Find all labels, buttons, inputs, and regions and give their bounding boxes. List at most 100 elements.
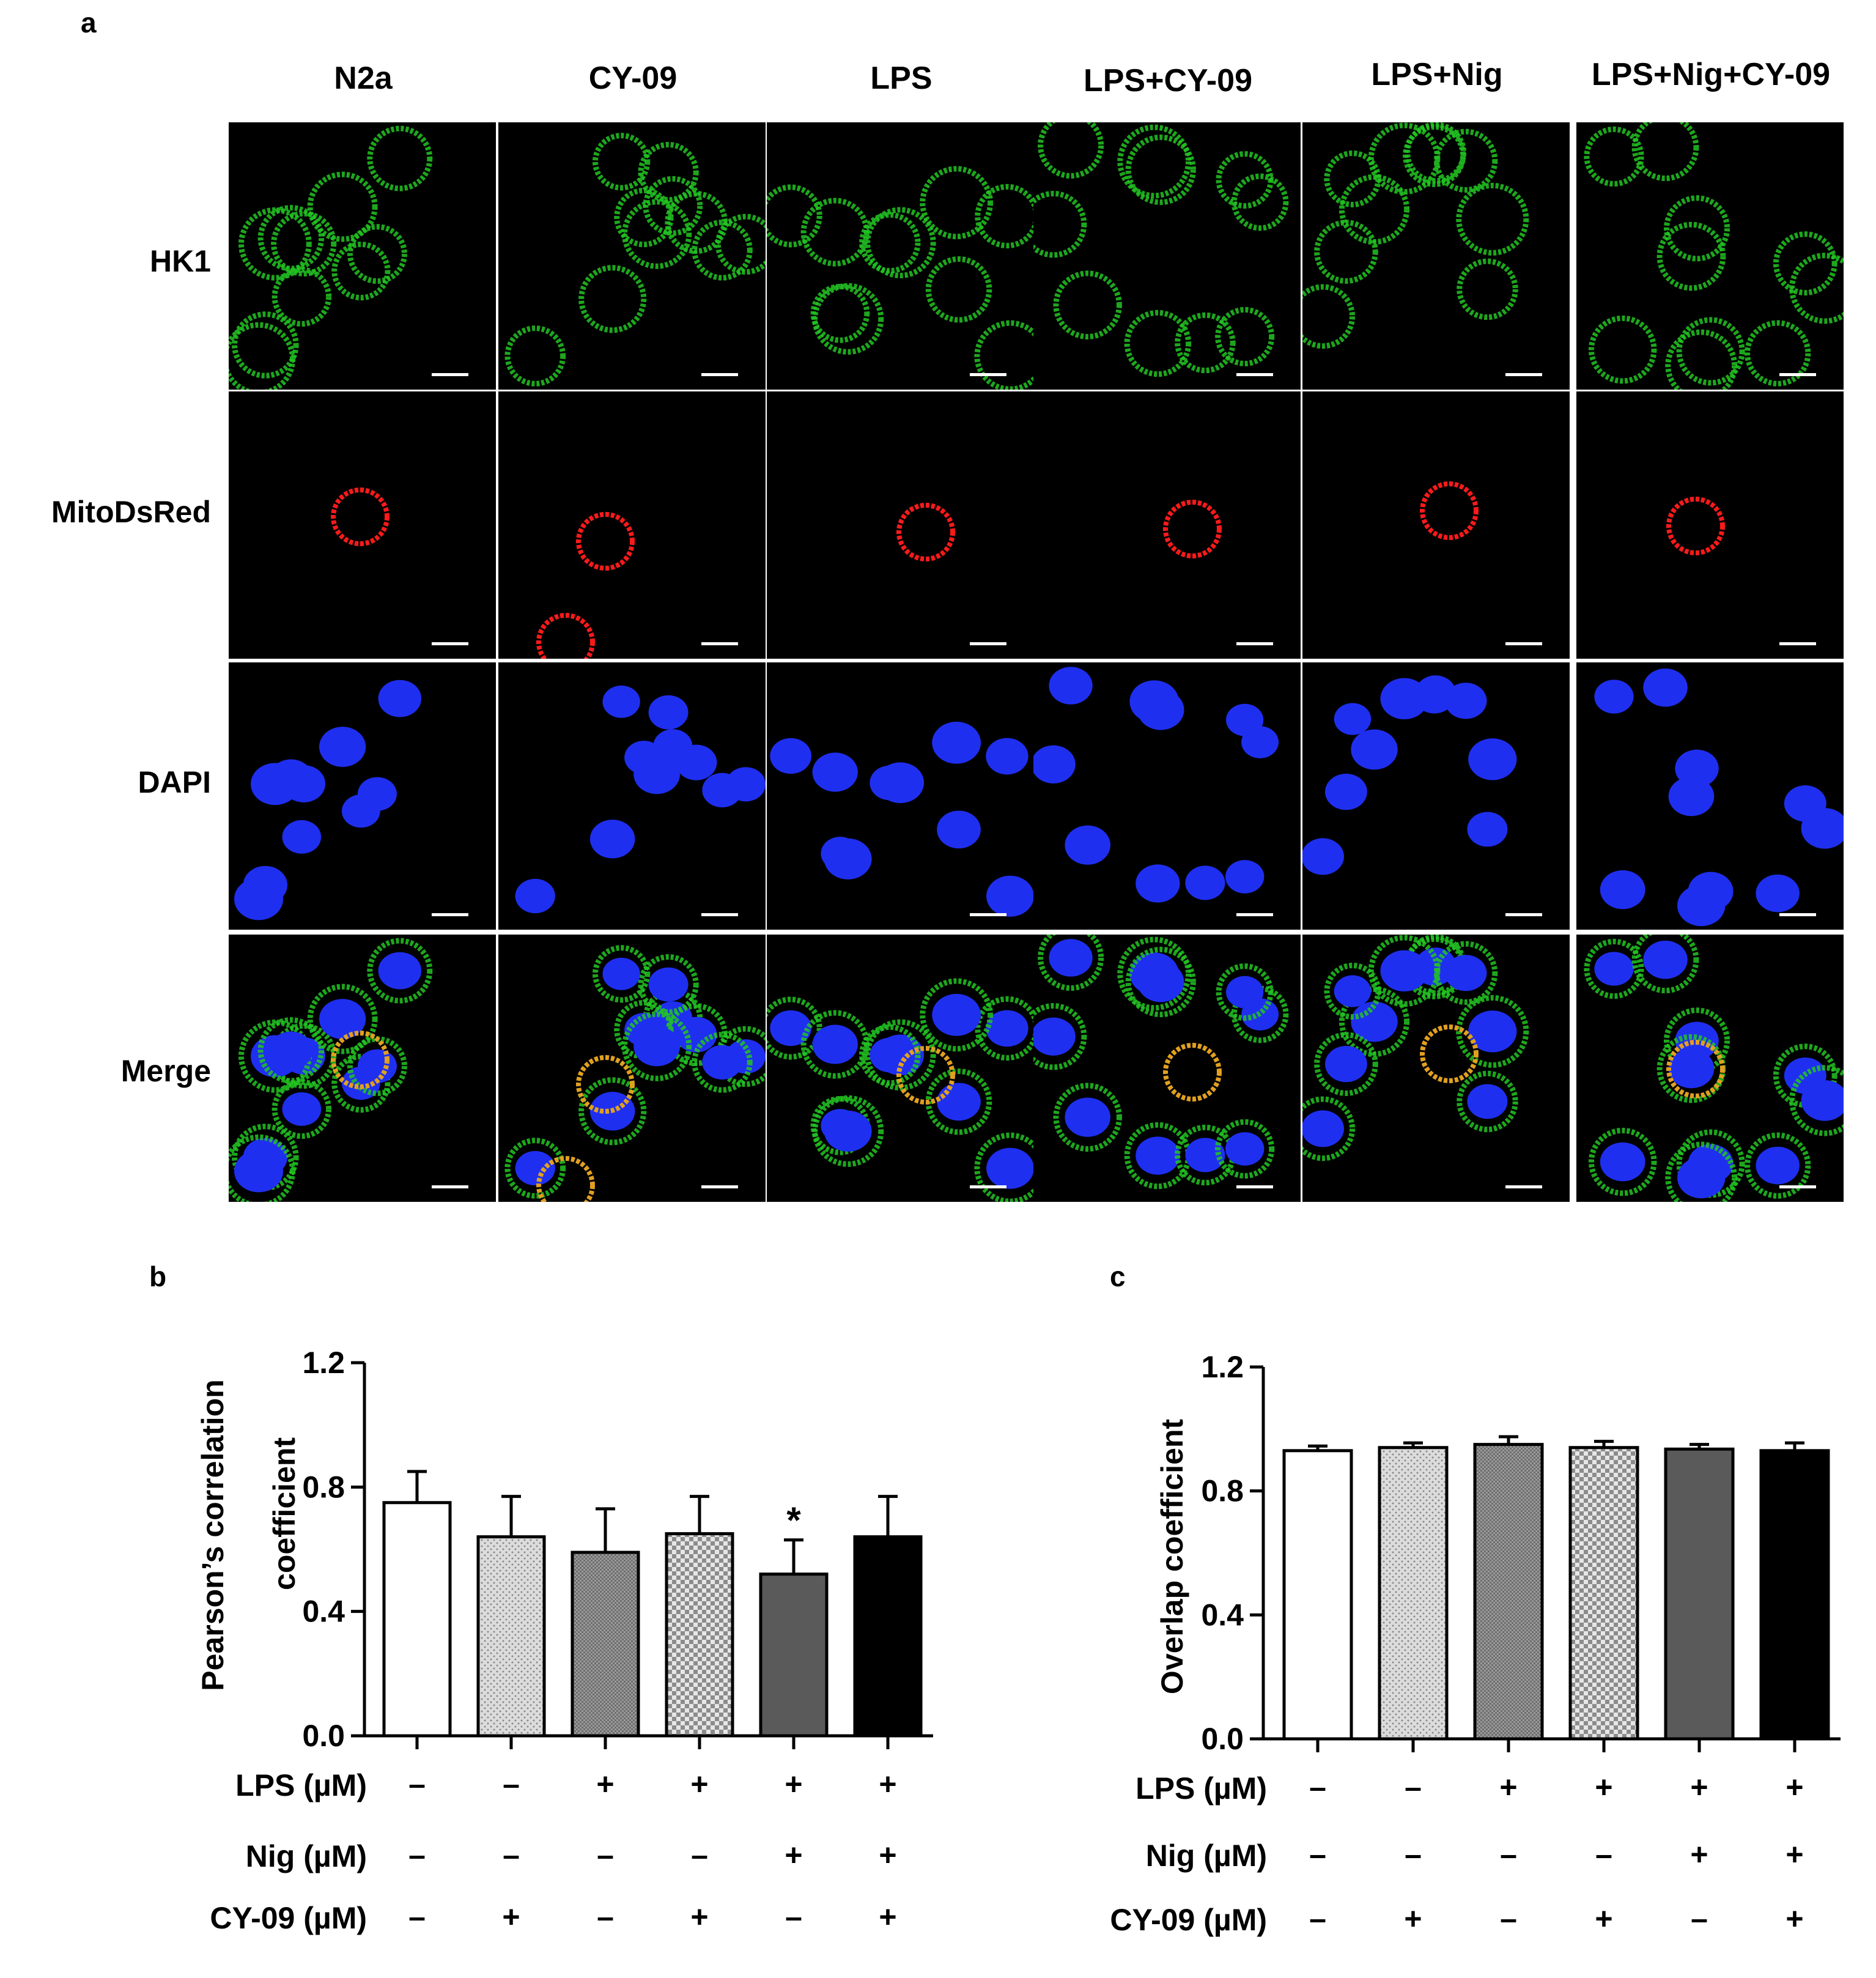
condition-label: CY-09 (µM): [1110, 1903, 1267, 1937]
condition-sign: –: [503, 1767, 520, 1801]
bar: [1568, 1446, 1639, 1741]
condition-sign: +: [785, 1767, 803, 1801]
scale-bar: [1236, 373, 1273, 376]
micrograph-tile: [229, 122, 496, 390]
condition-sign: –: [597, 1900, 614, 1934]
condition-sign: –: [1405, 1770, 1422, 1804]
bar: [665, 1532, 734, 1738]
panel-a-letter: a: [81, 7, 97, 39]
condition-sign: +: [1404, 1902, 1422, 1936]
condition-sign: +: [879, 1838, 897, 1872]
scale-bar: [701, 913, 738, 916]
scale-bar: [1505, 642, 1542, 645]
micrograph-tile: [498, 935, 766, 1202]
y-tick-label: 0.8: [1201, 1474, 1244, 1508]
micrograph-tile: [767, 391, 1034, 659]
condition-sign: –: [1500, 1837, 1517, 1872]
condition-sign: +: [1786, 1837, 1804, 1872]
row-header: Merge: [120, 1054, 211, 1088]
column-header: LPS: [870, 61, 932, 96]
row-header: DAPI: [138, 765, 211, 799]
micrograph-tile: [498, 391, 766, 659]
condition-sign: –: [691, 1838, 708, 1872]
chart-c-ylabel: Overlap coefficient: [1155, 1418, 1189, 1695]
panel-c-letter: c: [1110, 1261, 1126, 1292]
condition-label: Nig (µM): [245, 1839, 367, 1873]
micrograph-tile: [498, 122, 766, 390]
scale-bar: [970, 642, 1006, 645]
micrograph-tile: [498, 662, 766, 930]
row-header: MitoDsRed: [51, 495, 211, 529]
y-tick-label: 0.0: [302, 1719, 345, 1753]
condition-sign: +: [1786, 1770, 1804, 1804]
row-header: HK1: [149, 244, 211, 278]
condition-sign: –: [1405, 1837, 1422, 1872]
bar: [759, 1572, 829, 1738]
micrograph-tile: [1033, 391, 1301, 659]
condition-sign: +: [690, 1900, 709, 1934]
bar: [1282, 1449, 1353, 1741]
scale-bar: [1779, 1185, 1816, 1188]
micrograph-tile: [1033, 662, 1301, 930]
condition-sign: –: [785, 1900, 802, 1934]
condition-sign: –: [408, 1900, 426, 1934]
scale-bar: [970, 1185, 1006, 1188]
column-header: LPS+Nig+CY-09: [1591, 57, 1831, 92]
y-tick-label: 0.4: [1201, 1598, 1244, 1632]
micrograph-tile: [1576, 391, 1844, 659]
condition-sign: +: [879, 1900, 897, 1934]
bar: [1664, 1447, 1735, 1741]
condition-label: LPS (µM): [235, 1768, 367, 1802]
condition-sign: –: [1691, 1902, 1708, 1936]
panel-b-letter: b: [149, 1261, 167, 1292]
scale-bar: [1236, 913, 1273, 916]
condition-sign: –: [1595, 1837, 1612, 1872]
bar: [382, 1501, 452, 1738]
scale-bar: [701, 1185, 738, 1188]
column-header: CY-09: [588, 61, 678, 96]
scale-bar: [701, 642, 738, 645]
micrograph-tile: [1302, 122, 1570, 390]
micrograph-tile: [1033, 122, 1301, 390]
bar: [1759, 1449, 1830, 1741]
bar: [476, 1535, 546, 1738]
scale-bar: [1779, 373, 1816, 376]
micrograph-tile: [1576, 122, 1844, 390]
scale-bar: [701, 373, 738, 376]
micrograph-tile: [1576, 935, 1844, 1202]
condition-label: LPS (µM): [1136, 1771, 1267, 1806]
micrograph-tile: [229, 662, 496, 930]
condition-sign: +: [1499, 1770, 1518, 1804]
condition-label: CY-09 (µM): [210, 1901, 367, 1935]
bar: [1473, 1443, 1544, 1741]
chart-b-ylabel-line2: coefficient: [267, 1437, 301, 1591]
micrograph-tile: [1302, 935, 1570, 1202]
micrograph-tile: [229, 391, 496, 659]
micrograph-tile: [767, 935, 1034, 1202]
condition-sign: –: [597, 1838, 614, 1872]
scale-bar: [970, 913, 1006, 916]
condition-sign: +: [1690, 1837, 1708, 1872]
condition-sign: +: [502, 1900, 520, 1934]
micrograph-tile: [767, 662, 1034, 930]
scale-bar: [432, 373, 468, 376]
micrograph-tile: [767, 122, 1034, 390]
condition-sign: –: [1309, 1902, 1326, 1936]
y-tick-label: 0.0: [1201, 1722, 1244, 1756]
micrograph-tile: [1302, 391, 1570, 659]
scale-bar: [1779, 913, 1816, 916]
condition-sign: +: [1690, 1770, 1708, 1804]
condition-sign: +: [879, 1767, 897, 1801]
y-tick-label: 0.8: [302, 1470, 345, 1504]
micrograph-tile: [1302, 662, 1570, 930]
scale-bar: [1779, 642, 1816, 645]
scale-bar: [432, 913, 468, 916]
condition-sign: –: [1500, 1902, 1517, 1936]
micrograph-tile: [1033, 935, 1301, 1202]
condition-sign: –: [408, 1838, 426, 1872]
significance-marker: *: [786, 1500, 801, 1541]
condition-sign: +: [1595, 1770, 1613, 1804]
condition-sign: –: [408, 1767, 426, 1801]
scale-bar: [1505, 373, 1542, 376]
